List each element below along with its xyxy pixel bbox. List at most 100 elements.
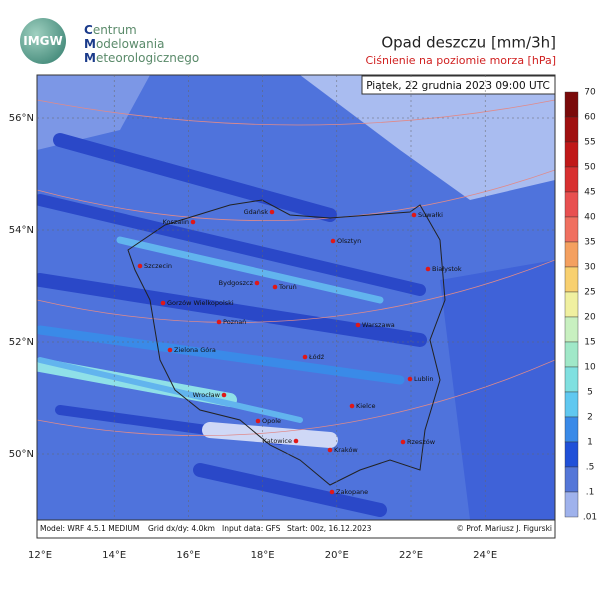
city-label: Lublin [414,375,433,383]
colorbar-swatch [564,391,579,418]
city-dot [407,376,413,382]
colorbar-label: 2 [587,413,593,423]
city-dot [349,403,355,409]
city-dot [411,212,417,218]
city-label: Toruń [278,283,297,291]
city-label: Koszalin [163,218,189,226]
footer-bar [36,519,556,539]
colorbar-label: 50 [584,163,596,173]
colorbar-swatch [564,366,579,393]
colorbar-label: 20 [584,313,596,323]
colorbar-label: 30 [584,263,596,273]
city-label: Zakopane [336,488,368,496]
colorbar-label: 15 [584,338,595,348]
org-line: Centrum [84,23,137,37]
colorbar-label: .01 [583,513,597,523]
city-dot [327,447,333,453]
colorbar-label: 45 [584,188,595,198]
city-label: Warszawa [362,321,395,329]
lon-label: 18°E [251,550,275,561]
logo: IMGW [20,18,66,64]
colorbar-label: 1 [587,438,593,448]
city-label: Olsztyn [337,237,361,245]
colorbar-swatch [564,491,579,518]
colorbar-swatch [564,441,579,468]
colorbar-swatch [564,141,579,168]
city-label: Poznań [223,318,246,326]
city-dot [190,219,196,225]
city-dot [355,322,361,328]
lat-label: 50°N [9,449,34,460]
lon-label: 12°E [28,550,52,561]
city-label: Łódź [308,353,325,361]
field-light [37,75,150,150]
colorbar-label: 55 [584,138,595,148]
city-label: Gorzów Wielkopolski [167,299,234,307]
colorbar-label: 70 [584,88,596,98]
colorbar-label: 25 [584,288,595,298]
bands [37,133,427,517]
colorbar-swatch [564,466,579,493]
lon-label: 16°E [176,550,200,561]
field-area [440,260,555,520]
city-dot [254,280,260,286]
colorbar-swatch [564,166,579,193]
colorbar-label: 40 [584,213,596,223]
footer-model: Model: WRF 4.5.1 MEDIUM [40,524,139,533]
city-dot [137,263,143,269]
city-label: Zielona Góra [174,346,216,354]
city-label: Rzeszów [407,438,436,446]
logo-text: IMGW [23,34,63,48]
lon-label: 14°E [102,550,126,561]
title: Opad deszczu [mm/3h] [381,34,556,52]
city-label: Kraków [334,446,358,454]
colorbar-swatch [564,316,579,343]
city-dot [167,347,173,353]
colorbar-label: 35 [584,238,595,248]
colorbar-swatch [564,91,579,118]
lon-label: 20°E [325,550,349,561]
footer-grid: Grid dx/dy: 4.0km [148,524,215,533]
colorbar-swatch [564,416,579,443]
city-dot [425,266,431,272]
colorbar-swatch [564,116,579,143]
city-dot [293,438,299,444]
colorbar-swatch [564,341,579,368]
lat-label: 54°N [9,225,34,236]
valid-time: Piątek, 22 grudnia 2023 09:00 UTC [366,80,550,92]
city-dot [400,439,406,445]
city-dot [329,489,335,495]
city-label: Gdańsk [244,208,269,216]
lat-label: 52°N [9,337,34,348]
colorbar-swatch [564,291,579,318]
city-label: Szczecin [144,262,172,270]
footer-start: Start: 00z, 16.12.2023 [287,524,372,533]
colorbar-label: 5 [587,388,593,398]
city-label: Suwałki [418,211,443,219]
city-label: Kielce [356,402,375,410]
city-label: Bydgoszcz [219,279,254,287]
colorbar-swatch [564,191,579,218]
subtitle: Ciśnienie na poziomie morza [hPa] [366,54,557,67]
colorbar-swatch [564,266,579,293]
precip-field [37,75,555,520]
time-box [361,75,556,95]
footer-credit: © Prof. Mariusz J. Figurski [456,524,552,533]
colorbar-label: 10 [584,363,596,373]
city-label: Białystok [432,265,462,273]
city-dot [330,238,336,244]
city-label: Opole [262,417,281,425]
isobars [37,99,555,436]
colorbar-label: .5 [586,463,595,473]
colorbar-swatch [564,216,579,243]
city-dot [221,392,227,398]
city-dot [269,209,275,215]
city-dot [272,284,278,290]
colorbar-label: 60 [584,113,596,123]
colorbar-swatch [564,241,579,268]
city-label: Katowice [263,437,292,445]
city-label: Wrocław [193,391,221,399]
footer-input: Input data: GFS [222,524,281,533]
